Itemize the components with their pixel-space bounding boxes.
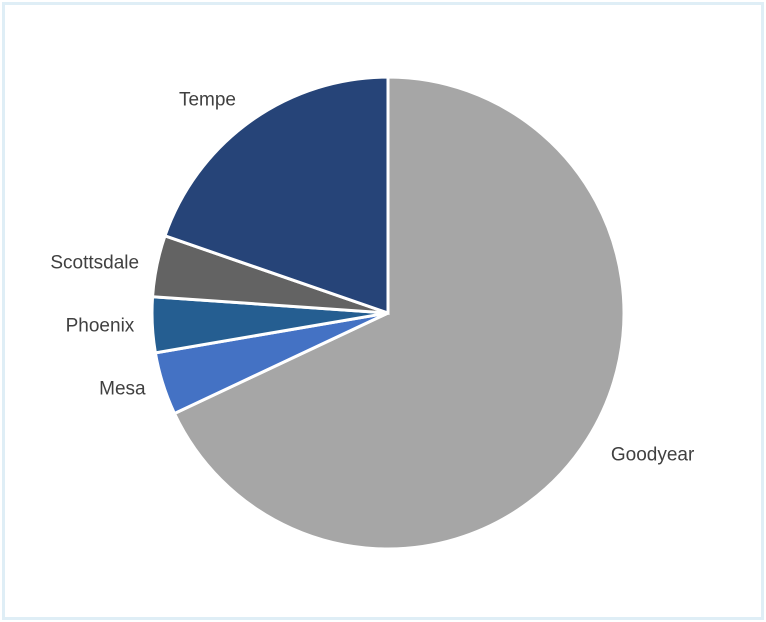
pie-slice-tempe <box>163 75 390 316</box>
pie-label-tempe: Tempe <box>179 90 236 111</box>
pie-slice-goodyear <box>172 75 626 551</box>
pie-label-goodyear: Goodyear <box>611 445 695 466</box>
pie-chart: Goodyear Mesa Phoenix Scottsdale Tempe <box>50 75 695 551</box>
pie-labels: Goodyear Mesa Phoenix Scottsdale Tempe <box>50 90 695 466</box>
pie-slices <box>150 75 626 551</box>
pie-label-mesa: Mesa <box>99 379 146 400</box>
pie-label-scottsdale: Scottsdale <box>50 253 139 274</box>
pie-label-phoenix: Phoenix <box>66 316 135 337</box>
